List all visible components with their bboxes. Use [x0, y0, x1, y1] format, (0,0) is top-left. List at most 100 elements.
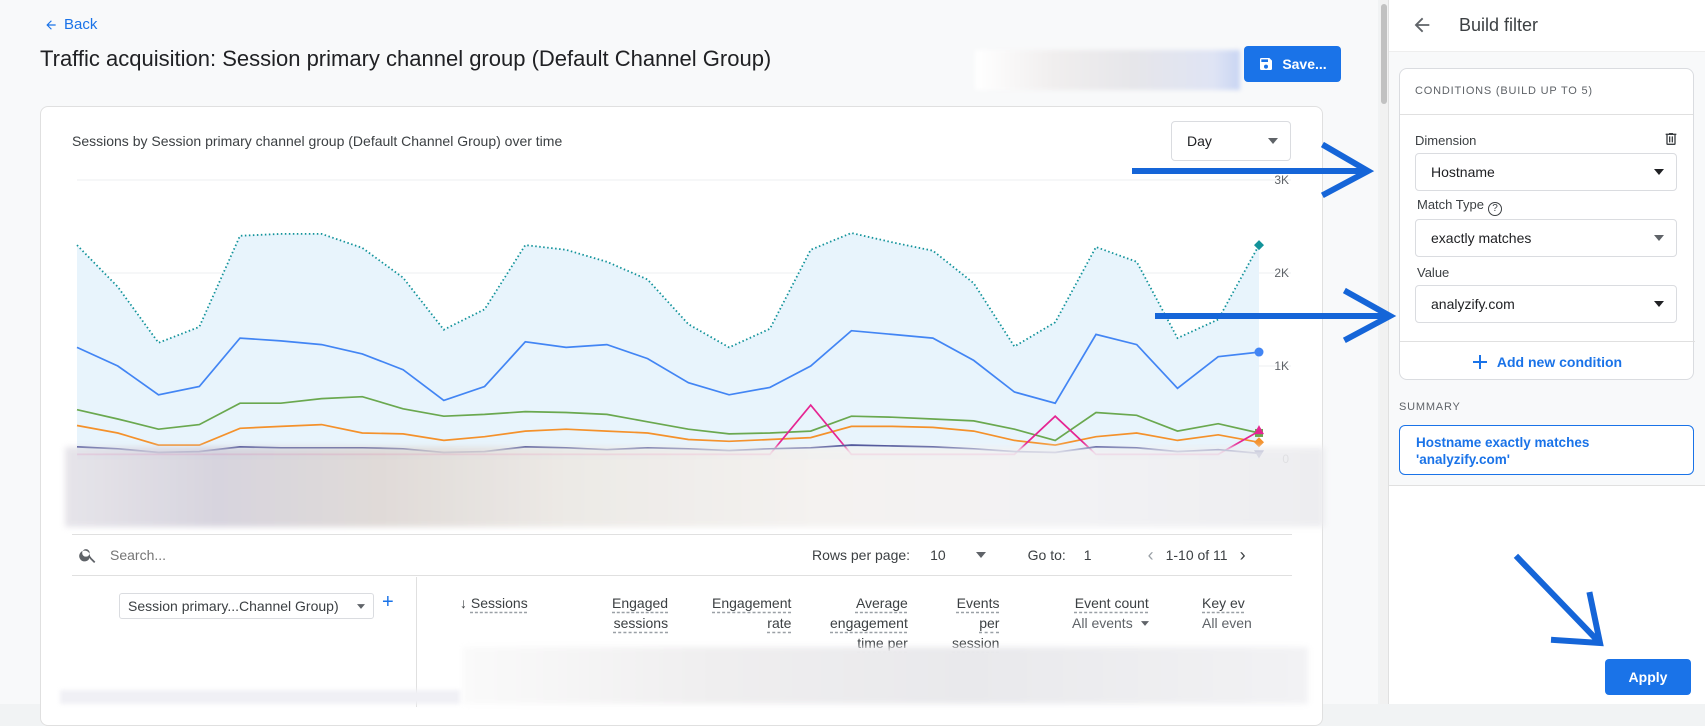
col-sessions-label: Sessions: [470, 595, 528, 611]
series-line: [76, 395, 1260, 442]
col-label-line: Event count: [1074, 595, 1149, 611]
arrow-left-icon[interactable]: [1411, 14, 1433, 36]
col-event-count[interactable]: Event count All events: [1072, 593, 1149, 633]
help-icon[interactable]: ?: [1487, 202, 1502, 216]
redacted-rows: [60, 690, 460, 704]
col-label-line: Events: [956, 595, 1000, 611]
value-field-value: analyzify.com: [1431, 296, 1515, 312]
scrollbar[interactable]: [1380, 0, 1388, 704]
col-label-line: Engaged: [612, 595, 669, 611]
value-label: Value: [1417, 265, 1450, 280]
col-avg-engagement-time[interactable]: Average engagement time per: [830, 593, 908, 653]
summary-line: 'analyzify.com': [1416, 452, 1510, 467]
conditions-header: CONDITIONS (BUILD UP TO 5): [1400, 69, 1693, 115]
save-button[interactable]: Save...: [1244, 46, 1341, 82]
series-end-marker: [1254, 240, 1264, 251]
goto-page: Go to: 1: [1028, 547, 1092, 563]
goto-input[interactable]: 1: [1083, 547, 1092, 563]
y-tick-label: 1K: [1274, 359, 1289, 373]
goto-label: Go to:: [1027, 547, 1066, 563]
report-card: Sessions by Session primary channel grou…: [40, 106, 1325, 726]
series-end-marker: [1254, 347, 1264, 357]
col-label-line: Average: [855, 595, 908, 611]
caret-down-icon: [1654, 235, 1664, 241]
match-type-label: Match Type?: [1417, 197, 1502, 216]
add-dimension-icon[interactable]: +: [382, 591, 394, 613]
scrollbar-thumb[interactable]: [1381, 4, 1387, 104]
conditions-box: CONDITIONS (BUILD UP TO 5) Dimension Hos…: [1399, 68, 1695, 381]
col-events-per-session[interactable]: Events per session: [952, 593, 999, 653]
rows-per-page-label: Rows per page:: [812, 547, 911, 563]
col-label-line: per: [979, 615, 1000, 631]
back-label: Back: [64, 16, 98, 33]
series-area: [77, 233, 1259, 459]
save-icon: [1260, 58, 1273, 70]
series-end-marker: [1254, 437, 1264, 448]
col-label-line: Engagement: [712, 595, 792, 611]
event-filter-value: All events: [1072, 615, 1133, 631]
search-input[interactable]: [108, 546, 408, 564]
col-label-line: engagement: [830, 615, 908, 631]
series-line: [76, 329, 1260, 405]
dimension-column: Session primary...Channel Group) +: [72, 577, 417, 707]
period-select[interactable]: Day: [1171, 121, 1291, 161]
event-filter-select[interactable]: All events: [1072, 613, 1149, 633]
arrow-left-icon: [46, 19, 56, 30]
dimension-field-value: Hostname: [1431, 164, 1495, 180]
chevron-right-icon[interactable]: ›: [1239, 544, 1246, 565]
save-label: Save...: [1282, 56, 1327, 72]
col-label-line: Key ev: [1202, 595, 1245, 611]
y-tick-label: 2K: [1274, 266, 1289, 280]
dimension-select[interactable]: Session primary...Channel Group): [119, 593, 374, 619]
match-type-label-text: Match Type: [1417, 197, 1484, 212]
caret-down-icon: [1140, 620, 1149, 626]
table-search: [72, 545, 812, 565]
col-label-line: rate: [767, 615, 792, 631]
period-select-value: Day: [1187, 133, 1212, 149]
dimension-select-value: Session primary...Channel Group): [128, 598, 339, 614]
add-new-condition-label: Add new condition: [1496, 353, 1623, 370]
redacted-area: [975, 50, 1240, 90]
summary-label: SUMMARY: [1399, 401, 1461, 413]
col-engagement-rate[interactable]: Engagement rate: [712, 593, 791, 633]
rows-per-page-select[interactable]: 10: [930, 547, 986, 563]
main-content: Back Traffic acquisition: Session primar…: [40, 16, 1341, 726]
caret-down-icon: [975, 552, 986, 558]
back-link[interactable]: Back: [44, 16, 97, 33]
col-engaged-sessions[interactable]: Engaged sessions: [612, 593, 668, 633]
y-tick-label: 3K: [1274, 173, 1289, 187]
caret-down-icon: [1654, 169, 1664, 175]
col-sessions[interactable]: ↓ Sessions: [460, 593, 528, 613]
chevron-left-icon[interactable]: ‹: [1147, 544, 1154, 565]
add-new-condition-button[interactable]: Add new condition: [1400, 341, 1695, 381]
panel-title: Build filter: [1459, 14, 1539, 35]
table-toolbar: Rows per page: 10 Go to: 1 ‹ 1-10 of 11 …: [72, 534, 1292, 576]
match-type-field[interactable]: exactly matches: [1415, 219, 1677, 257]
sort-down-icon: ↓: [460, 595, 467, 611]
trash-icon[interactable]: [1663, 131, 1679, 147]
rows-per-page: Rows per page: 10: [812, 547, 986, 563]
series-end-marker: [1254, 425, 1264, 435]
col-key-events[interactable]: Key ev All even: [1202, 593, 1292, 633]
value-field[interactable]: analyzify.com: [1415, 285, 1677, 323]
apply-button[interactable]: Apply: [1605, 659, 1691, 695]
series-line: [76, 232, 1260, 349]
summary-line: Hostname exactly matches: [1416, 435, 1590, 450]
key-filter-value: All even: [1202, 615, 1252, 631]
build-filter-panel: Build filter CONDITIONS (BUILD UP TO 5) …: [1388, 0, 1705, 704]
redacted-rows: [463, 647, 1308, 704]
panel-header: Build filter: [1389, 0, 1705, 50]
redacted-legend: [65, 447, 1325, 527]
rows-per-page-value: 10: [930, 547, 946, 563]
caret-down-icon: [1268, 138, 1278, 144]
line-chart: 01K2K3K: [76, 173, 1291, 466]
dimension-field[interactable]: Hostname: [1415, 153, 1677, 191]
pagination: ‹ 1-10 of 11 ›: [1148, 545, 1246, 566]
page-range: 1-10 of 11: [1165, 547, 1228, 563]
panel-body: CONDITIONS (BUILD UP TO 5) Dimension Hos…: [1389, 51, 1705, 486]
apply-label: Apply: [1628, 669, 1668, 685]
plus-icon: [1472, 354, 1487, 369]
col-label-line: sessions: [613, 615, 669, 631]
caret-down-icon: [357, 603, 365, 609]
match-type-field-value: exactly matches: [1431, 230, 1532, 246]
